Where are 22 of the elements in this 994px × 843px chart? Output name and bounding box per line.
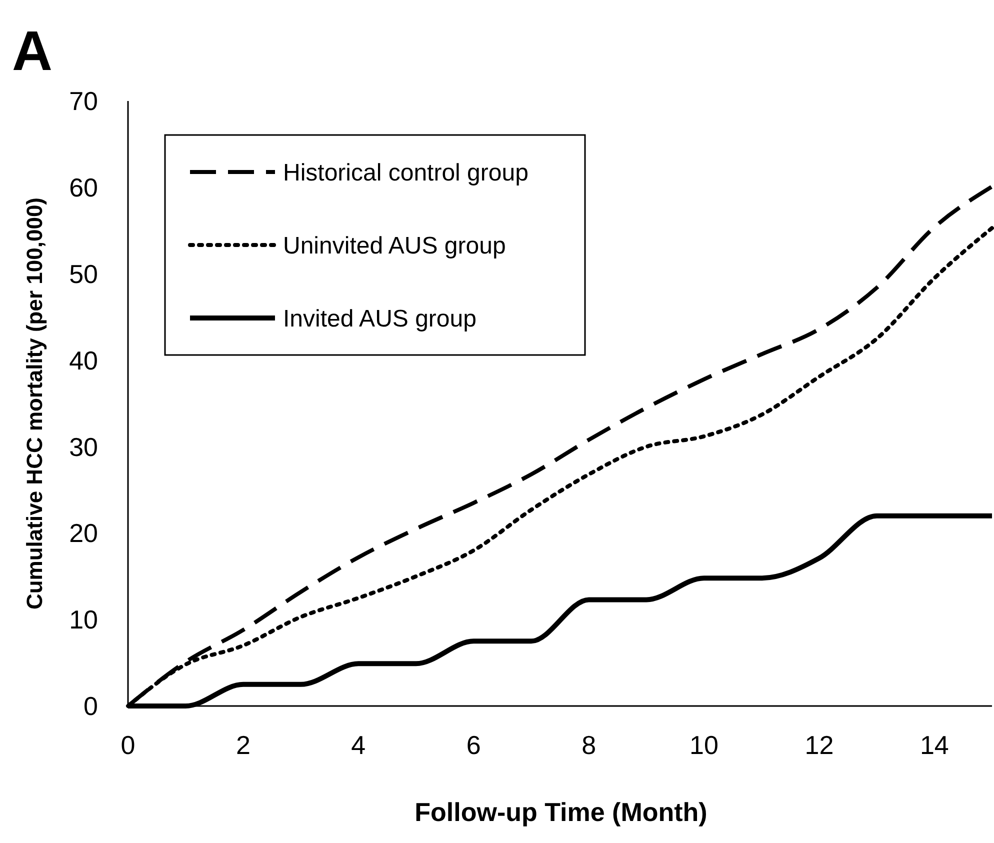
x-tick-label: 8 bbox=[582, 730, 596, 760]
x-tick-label: 4 bbox=[351, 730, 366, 760]
y-tick-label: 70 bbox=[69, 86, 98, 116]
legend-label: Invited AUS group bbox=[283, 305, 476, 332]
y-axis-title: Cumulative HCC mortality (per 100,000) bbox=[22, 197, 47, 610]
y-tick-label: 30 bbox=[69, 432, 98, 462]
x-tick-label: 14 bbox=[920, 730, 949, 760]
legend-label: Uninvited AUS group bbox=[283, 232, 506, 260]
legend-label: Historical control group bbox=[283, 159, 528, 186]
x-tick-label: 2 bbox=[236, 730, 250, 760]
y-tick-label: 0 bbox=[84, 691, 98, 722]
x-tick-label: 6 bbox=[466, 730, 481, 760]
x-tick-label: 0 bbox=[120, 730, 136, 760]
x-tick-label: 10 bbox=[690, 730, 718, 760]
y-tick-label: 60 bbox=[69, 172, 98, 203]
x-tick-label: 12 bbox=[804, 730, 834, 760]
y-tick-label: 20 bbox=[69, 518, 98, 548]
x-axis-title: Follow-up Time (Month) bbox=[414, 797, 708, 827]
y-tick-label: 10 bbox=[69, 604, 98, 635]
text: A bbox=[12, 19, 52, 82]
y-tick-label: 40 bbox=[69, 345, 98, 376]
y-tick-label: 50 bbox=[69, 258, 98, 289]
